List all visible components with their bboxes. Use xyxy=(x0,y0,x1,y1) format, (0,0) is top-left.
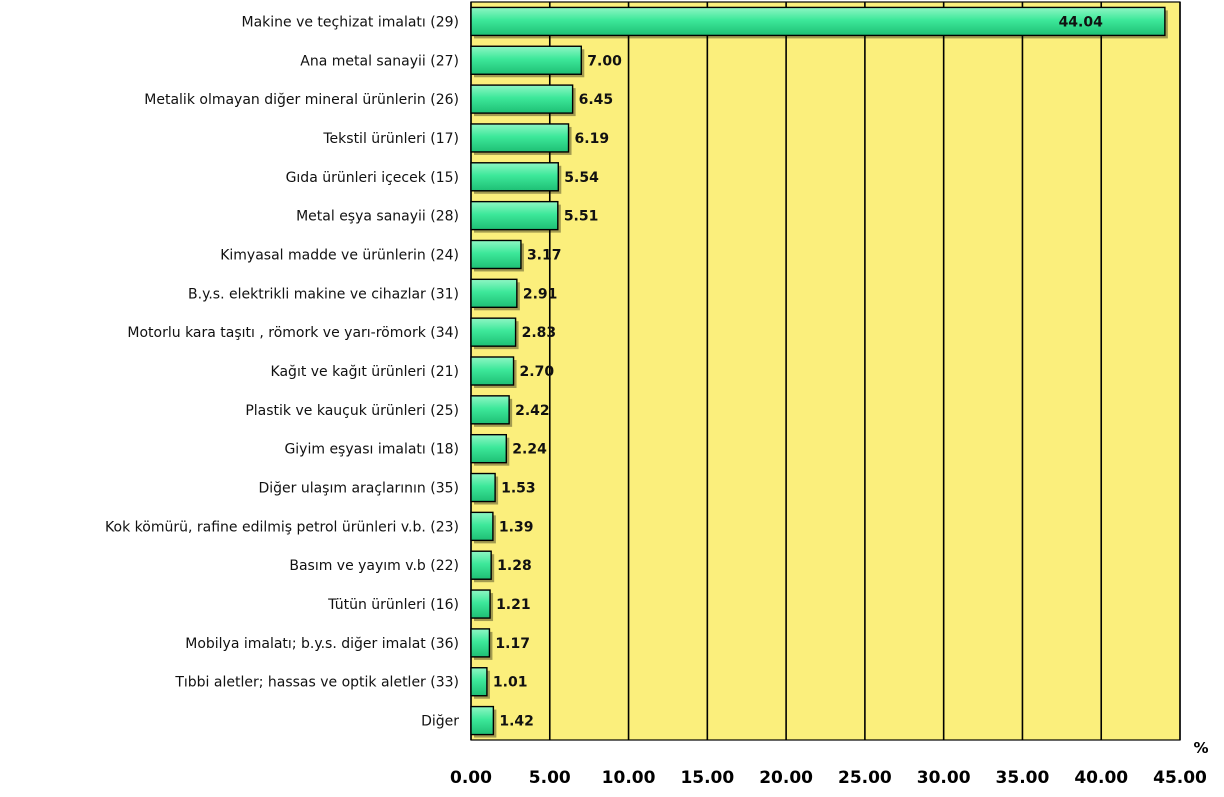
data-label: 6.19 xyxy=(575,131,610,147)
x-tick-label: 35.00 xyxy=(996,768,1050,788)
category-label: Giyim eşyası imalatı (18) xyxy=(284,442,459,458)
category-label: Metal eşya sanayii (28) xyxy=(296,209,459,225)
category-label: Gıda ürünleri içecek (15) xyxy=(286,170,459,186)
category-label: Mobilya imalatı; b.y.s. diğer imalat (36… xyxy=(185,636,459,652)
bar xyxy=(470,356,515,386)
category-label: B.y.s. elektrikli makine ve cihazlar (31… xyxy=(188,286,459,302)
data-label: 2.24 xyxy=(512,442,547,458)
x-tick-label: 40.00 xyxy=(1074,768,1128,788)
category-label: Makine ve teçhizat imalatı (29) xyxy=(241,14,459,30)
category-label: Kimyasal madde ve ürünlerin (24) xyxy=(220,247,459,263)
category-label: Tütün ürünleri (16) xyxy=(327,597,459,613)
x-tick-label: 15.00 xyxy=(680,768,734,788)
data-label: 1.53 xyxy=(501,481,536,497)
data-label: 2.83 xyxy=(522,325,557,341)
bar xyxy=(470,433,507,464)
data-label: 1.42 xyxy=(499,714,534,730)
x-tick-label: 10.00 xyxy=(602,768,656,788)
bar xyxy=(470,45,582,75)
data-label: 2.70 xyxy=(520,364,555,380)
category-label: Basım ve yayım v.b (22) xyxy=(289,558,459,574)
x-tick-label: 30.00 xyxy=(917,768,971,788)
data-label: 1.21 xyxy=(496,597,531,613)
x-tick-label: 20.00 xyxy=(759,768,813,788)
category-label: Tıbbi aletler; hassas ve optik aletler (… xyxy=(174,675,459,691)
bar xyxy=(470,628,491,658)
bar xyxy=(470,200,559,231)
x-tick-label: 5.00 xyxy=(529,768,571,788)
x-tick-label: 0.00 xyxy=(450,768,492,788)
plot-area xyxy=(471,2,1180,740)
data-label: 1.17 xyxy=(495,636,530,652)
category-label: Kok kömürü, rafine edilmiş petrol ürünle… xyxy=(105,519,459,535)
data-label: 5.51 xyxy=(564,209,599,225)
bar xyxy=(470,472,496,503)
data-label: 7.00 xyxy=(587,53,622,69)
bar xyxy=(470,239,522,270)
x-tick-label: 45.00 xyxy=(1153,768,1207,788)
bar xyxy=(470,589,491,619)
data-label: 1.28 xyxy=(497,558,532,574)
bar xyxy=(470,705,495,736)
bar xyxy=(470,84,574,114)
bar xyxy=(470,667,488,697)
data-label: 1.01 xyxy=(493,675,528,691)
category-label: Diğer xyxy=(421,714,459,730)
category-label: Tekstil ürünleri (17) xyxy=(322,131,459,147)
data-label: 5.54 xyxy=(564,170,599,186)
bar xyxy=(470,317,517,347)
data-label: 2.42 xyxy=(515,403,550,419)
category-label: Metalik olmayan diğer mineral ürünlerin … xyxy=(144,92,459,108)
category-label: Motorlu kara taşıtı , römork ve yarı-röm… xyxy=(127,325,459,341)
bar xyxy=(470,511,494,542)
data-label: 44.04 xyxy=(1059,14,1104,30)
data-label: 3.17 xyxy=(527,247,562,263)
x-tick-label: 25.00 xyxy=(838,768,892,788)
data-label: 2.91 xyxy=(523,286,558,302)
x-unit-label: % xyxy=(1193,739,1208,757)
bar xyxy=(470,550,492,580)
category-label: Plastik ve kauçuk ürünleri (25) xyxy=(245,403,459,419)
bar xyxy=(470,278,518,309)
category-label: Kağıt ve kağıt ürünleri (21) xyxy=(271,364,459,380)
data-label: 1.39 xyxy=(499,519,534,535)
bar xyxy=(470,395,510,425)
bar xyxy=(470,123,570,153)
bar xyxy=(470,162,559,192)
category-label: Diğer ulaşım araçlarının (35) xyxy=(258,481,459,497)
category-label: Ana metal sanayii (27) xyxy=(300,53,459,69)
bar xyxy=(470,6,1166,37)
data-label: 6.45 xyxy=(579,92,614,108)
